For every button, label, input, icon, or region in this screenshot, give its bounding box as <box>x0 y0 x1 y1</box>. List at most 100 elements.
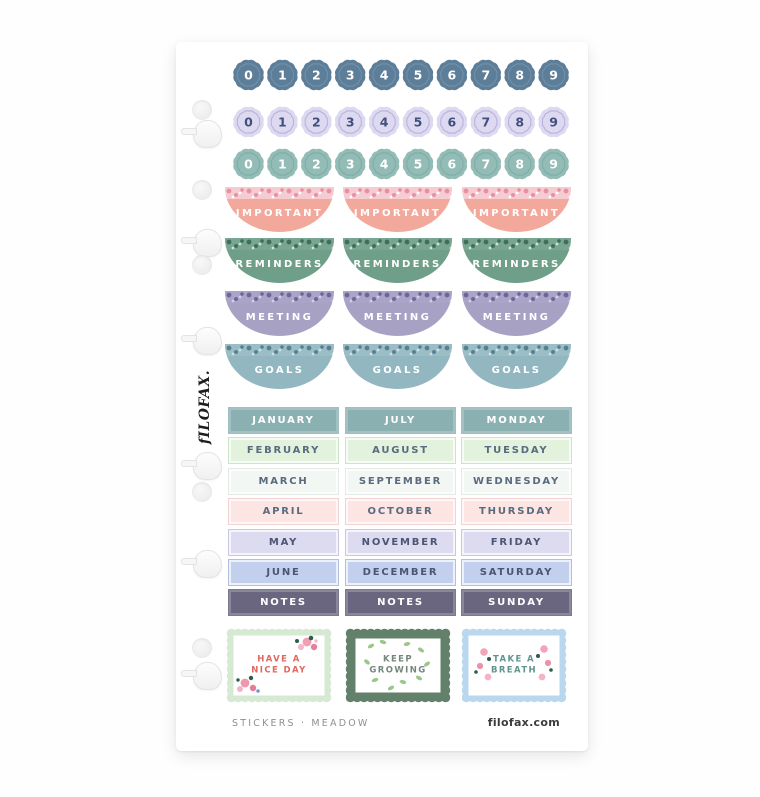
number-sticker-digit: 7 <box>481 115 490 130</box>
label-sticker-reminders: REMINDERS <box>343 238 452 283</box>
stamp-text-line: TAKE A <box>493 655 535 665</box>
grid-sticker-monday-2: MONDAY <box>461 407 572 434</box>
label-sticker-reminders: REMINDERS <box>225 238 334 283</box>
floral-band <box>343 238 452 250</box>
stamp-text-line: KEEP <box>383 655 413 665</box>
floral-band <box>343 187 452 199</box>
label-sticker-reminders: REMINDERS <box>462 238 571 283</box>
number-sticker-digit: 5 <box>414 115 423 130</box>
grid-sticker-wednesday-2: WEDNESDAY <box>461 467 572 495</box>
binder-ring <box>181 229 222 257</box>
number-sticker-digit: 1 <box>278 157 287 172</box>
binder-ring <box>181 550 222 578</box>
grid-sticker-sunday-2: SUNDAY <box>461 589 572 617</box>
number-sticker-digit: 4 <box>380 115 389 130</box>
label-sticker-goals: GOALS <box>225 344 334 389</box>
grid-sticker-notes-0: NOTES <box>228 589 339 617</box>
grid-sticker-friday-2: FRIDAY <box>461 528 572 556</box>
floral-band <box>462 187 571 199</box>
number-sticker-digit: 8 <box>515 157 524 172</box>
number-sticker-digit: 2 <box>312 115 321 130</box>
number-sticker-digit: 0 <box>244 115 253 130</box>
label-sticker-important: IMPORTANT <box>462 187 571 232</box>
floral-band <box>462 344 571 356</box>
grid-sticker-december-1: DECEMBER <box>345 559 456 586</box>
label-sticker-goals: GOALS <box>343 344 452 389</box>
number-sticker-digit: 6 <box>448 115 457 130</box>
grid-sticker-july-1: JULY <box>345 407 456 434</box>
grid-sticker-june-0: JUNE <box>228 559 339 586</box>
number-sticker-digit: 4 <box>380 68 389 83</box>
label-sticker-text: REMINDERS <box>353 258 442 270</box>
punch-hole <box>192 100 212 120</box>
grid-sticker-august-1: AUGUST <box>345 437 456 465</box>
label-sticker-text: GOALS <box>491 364 542 376</box>
number-sticker-digit: 6 <box>448 157 457 172</box>
grid-sticker-november-1: NOVEMBER <box>345 528 456 556</box>
grid-sticker-october-1: OCTOBER <box>345 498 456 526</box>
number-sticker-digit: 7 <box>481 68 490 83</box>
number-sticker-digit: 9 <box>549 157 558 172</box>
numbers-lavender: 0 1 2 3 4 5 6 7 8 9 <box>233 106 569 138</box>
filofax-logo: fILOFAX. <box>197 369 213 445</box>
number-sticker-digit: 3 <box>346 115 355 130</box>
number-sticker-digit: 8 <box>515 115 524 130</box>
punch-hole <box>192 482 212 502</box>
label-sticker-text: MEETING <box>482 311 551 323</box>
number-sticker-digit: 9 <box>549 115 558 130</box>
number-sticker-digit: 2 <box>312 68 321 83</box>
binder-ring <box>181 662 222 690</box>
label-sticker-text: REMINDERS <box>235 258 324 270</box>
floral-band <box>343 291 452 303</box>
stamp-text-line: NICE DAY <box>251 666 306 676</box>
numbers-teal: 0 1 2 3 4 5 6 7 8 9 <box>233 148 569 180</box>
label-sticker-text: IMPORTANT <box>353 207 442 219</box>
grid-sticker-february-0: FEBRUARY <box>228 437 339 465</box>
label-sticker-important: IMPORTANT <box>343 187 452 232</box>
grid-sticker-march-0: MARCH <box>228 467 339 495</box>
number-sticker-digit: 3 <box>346 157 355 172</box>
number-sticker-digit: 7 <box>481 157 490 172</box>
grid-sticker-april-0: APRIL <box>228 498 339 526</box>
number-sticker-digit: 1 <box>278 68 287 83</box>
number-sticker-digit: 4 <box>380 157 389 172</box>
number-sticker-digit: 2 <box>312 157 321 172</box>
numbers-slate: 0 1 2 3 4 5 6 7 8 9 <box>233 59 569 91</box>
number-sticker-digit: 6 <box>448 68 457 83</box>
number-sticker-digit: 1 <box>278 115 287 130</box>
label-sticker-text: MEETING <box>363 311 432 323</box>
label-sticker-goals: GOALS <box>462 344 571 389</box>
label-sticker-meeting: MEETING <box>225 291 334 336</box>
number-sticker-digit: 0 <box>244 68 253 83</box>
floral-band <box>343 344 452 356</box>
sheet-caption: STICKERS · MEADOW <box>232 718 370 729</box>
number-sticker-digit: 9 <box>549 68 558 83</box>
grid-sticker-notes-1: NOTES <box>345 589 456 617</box>
floral-band <box>225 344 334 356</box>
floral-band <box>225 291 334 303</box>
grid-sticker-thursday-2: THURSDAY <box>461 498 572 526</box>
floral-band <box>462 291 571 303</box>
number-sticker-digit: 5 <box>414 157 423 172</box>
punch-hole <box>192 638 212 658</box>
floral-band <box>225 187 334 199</box>
label-sticker-meeting: MEETING <box>343 291 452 336</box>
binder-ring <box>181 452 222 480</box>
number-sticker-digit: 5 <box>414 68 423 83</box>
stamp-text-line: GROWING <box>369 666 426 676</box>
label-sticker-text: GOALS <box>372 364 423 376</box>
grid-sticker-tuesday-2: TUESDAY <box>461 437 572 465</box>
stamp-text-line: BREATH <box>491 666 537 676</box>
binder-ring <box>181 120 222 148</box>
number-sticker-digit: 0 <box>244 157 253 172</box>
label-sticker-text: REMINDERS <box>472 258 561 270</box>
grid-sticker-saturday-2: SATURDAY <box>461 559 572 586</box>
binder-ring <box>181 327 222 355</box>
floral-band <box>225 238 334 250</box>
grid-sticker-january-0: JANUARY <box>228 407 339 434</box>
